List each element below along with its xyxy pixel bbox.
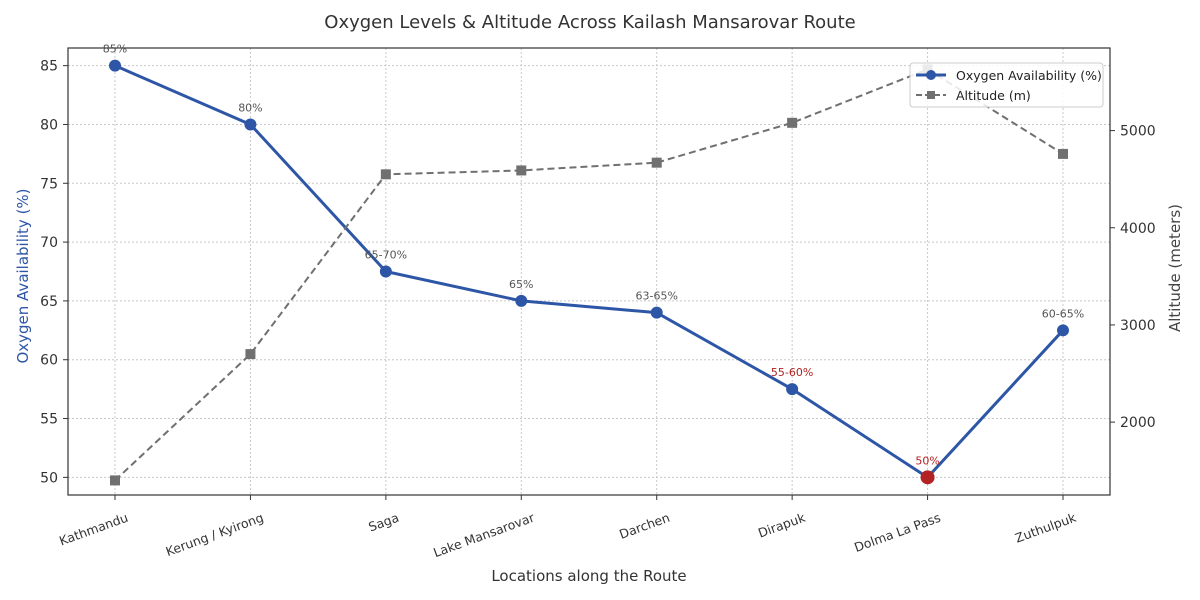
- series-line: [114, 68, 1064, 482]
- x-tick-label: Zuthulpuk: [1013, 509, 1079, 545]
- data-point: [516, 165, 527, 176]
- data-label: 50%: [915, 454, 939, 467]
- data-point: [245, 349, 256, 360]
- y-axis-left-label: Oxygen Availability (%): [14, 188, 32, 363]
- x-tick-label: Dolma La Pass: [852, 510, 942, 555]
- chart-title: Oxygen Levels & Altitude Across Kailash …: [324, 12, 855, 33]
- x-tick-label: Dirapuk: [756, 509, 808, 540]
- legend: Oxygen Availability (%) Altitude (m): [909, 62, 1104, 108]
- data-point: [650, 306, 663, 319]
- y-left-tick-label: 80: [40, 117, 58, 133]
- axes: [63, 47, 1115, 500]
- data-point: [379, 265, 392, 278]
- x-axis-label: Locations along the Route: [491, 567, 686, 585]
- tick-labels: Kathmandu Kerung / Kyirong Saga Lake Mansar…: [40, 59, 1155, 561]
- y-right-tick-label: 4000: [1120, 221, 1156, 237]
- data-label: 65%: [509, 278, 533, 291]
- y-left-tick-label: 60: [40, 353, 58, 369]
- legend-label: Altitude (m): [956, 88, 1031, 103]
- x-tick-label: Kathmandu: [57, 510, 130, 549]
- data-label: 60-65%: [1042, 307, 1084, 320]
- plot-frame: [67, 47, 1111, 496]
- y-left-tick-label: 50: [40, 470, 58, 486]
- data-point: [380, 169, 391, 180]
- data-label: 63-65%: [636, 290, 678, 303]
- legend-marker: [926, 70, 936, 80]
- data-point: [786, 383, 799, 396]
- series-line: [114, 64, 1065, 479]
- y-left-tick-label: 75: [40, 176, 58, 192]
- data-label: 55-60%: [771, 366, 813, 379]
- y-left-tick-label: 65: [40, 294, 58, 310]
- legend-label: Oxygen Availability (%): [956, 68, 1102, 83]
- data-label: 80%: [238, 101, 262, 114]
- data-point: [109, 59, 121, 72]
- legend-marker: [927, 91, 935, 99]
- x-tick-label: Saga: [366, 510, 400, 535]
- data-point: [1058, 148, 1068, 159]
- data-point: [787, 117, 798, 128]
- data-point: [244, 118, 257, 131]
- series: [109, 59, 1069, 486]
- data-label: 65-70%: [365, 249, 407, 262]
- y-left-tick-label: 85: [40, 59, 58, 75]
- y-right-tick-label: 5000: [1120, 124, 1156, 140]
- data-point: [515, 294, 528, 307]
- y-left-tick-label: 70: [40, 235, 58, 251]
- y-axis-right-label: Altitude (meters): [1166, 204, 1184, 332]
- data-point: [1057, 324, 1069, 337]
- data-point: [920, 470, 935, 485]
- y-right-tick-label: 3000: [1120, 318, 1156, 334]
- x-tick-label: Lake Mansarovar: [431, 509, 537, 560]
- data-label: 85%: [103, 43, 127, 56]
- data-point: [110, 475, 120, 486]
- x-tick-label: Darchen: [617, 510, 672, 542]
- data-point: [651, 157, 662, 168]
- legend-box: [909, 62, 1104, 108]
- y-left-tick-label: 55: [40, 412, 58, 428]
- data-labels: 85% 80% 65-70% 65% 63-65% 55-60% 50% 60-65%: [103, 43, 1084, 468]
- y-right-tick-label: 2000: [1120, 415, 1156, 431]
- x-tick-label: Kerung / Kyirong: [164, 510, 266, 559]
- grid: [68, 48, 1110, 495]
